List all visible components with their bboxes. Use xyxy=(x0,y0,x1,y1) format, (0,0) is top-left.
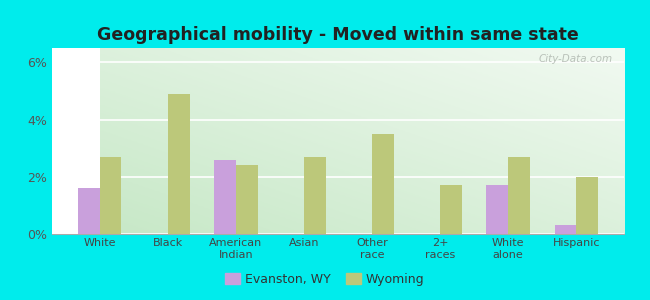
Bar xyxy=(214,160,236,234)
Bar xyxy=(577,177,598,234)
Bar xyxy=(372,134,394,234)
Bar xyxy=(304,157,326,234)
Bar xyxy=(554,225,577,234)
Title: Geographical mobility - Moved within same state: Geographical mobility - Moved within sam… xyxy=(97,26,579,44)
Bar xyxy=(486,185,508,234)
Legend: Evanston, WY, Wyoming: Evanston, WY, Wyoming xyxy=(220,268,430,291)
Bar xyxy=(508,157,530,234)
Bar xyxy=(78,188,99,234)
Text: City-Data.com: City-Data.com xyxy=(538,54,612,64)
Bar xyxy=(99,157,122,234)
Bar xyxy=(440,185,462,234)
Bar xyxy=(168,94,190,234)
Bar xyxy=(236,165,257,234)
